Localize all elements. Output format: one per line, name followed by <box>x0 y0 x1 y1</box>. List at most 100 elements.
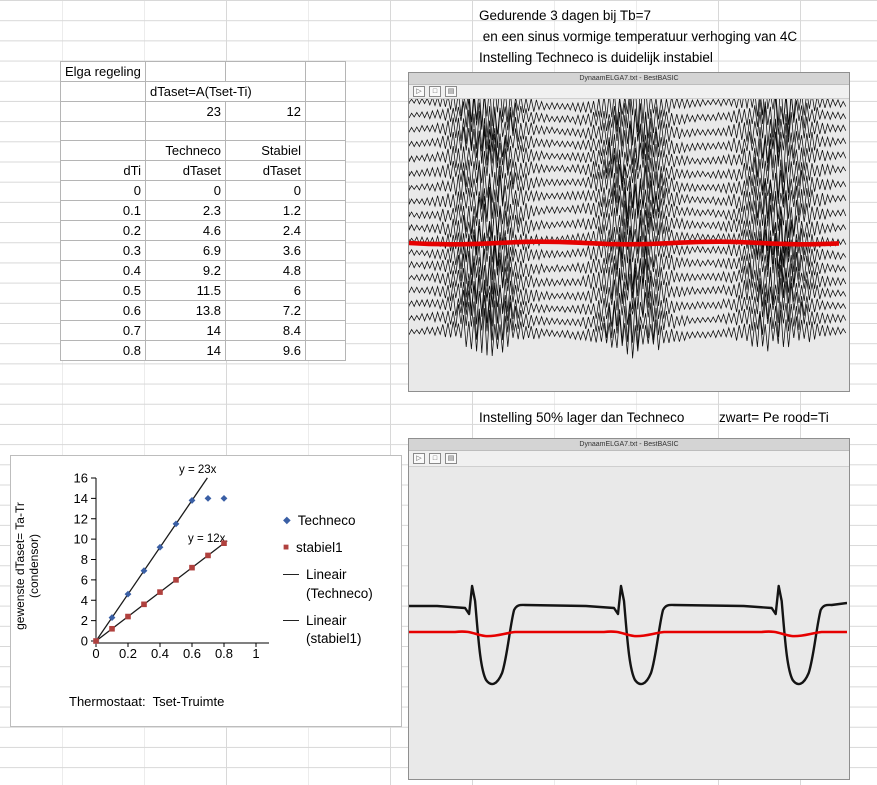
table-cell-group1[interactable]: Techneco <box>145 140 226 162</box>
chart-x-axis-title: Thermostaat: Tset-Truimte <box>69 694 225 709</box>
table-cell[interactable] <box>225 61 306 82</box>
svg-text:0: 0 <box>81 634 88 649</box>
chart-legend: ◆ Techneco ■ stabiel1 Lineair (Techneco)… <box>283 512 383 648</box>
table-cell[interactable] <box>305 280 346 302</box>
table-cell[interactable]: 6 <box>225 280 306 302</box>
table-cell[interactable]: 14 <box>145 340 226 362</box>
table-row: dTi dTaset dTaset <box>60 160 346 182</box>
table-cell[interactable] <box>305 320 346 342</box>
table-cell-h-dtaset2[interactable]: dTaset <box>225 160 306 182</box>
table-cell[interactable]: Elga regeling <box>60 61 146 82</box>
table-cell[interactable] <box>305 240 346 262</box>
table-cell[interactable] <box>145 61 226 82</box>
table-cell[interactable]: 0 <box>145 180 226 202</box>
legend-item-techneco[interactable]: ◆ Techneco <box>283 512 383 530</box>
table-row: Elga regeling <box>60 61 346 82</box>
table-cell[interactable]: 9.6 <box>225 340 306 362</box>
table-cell[interactable]: 7.2 <box>225 300 306 322</box>
table-cell[interactable]: 6.9 <box>145 240 226 262</box>
svg-text:y = 12x: y = 12x <box>188 533 226 545</box>
table-cell[interactable]: 2.4 <box>225 220 306 242</box>
table-cell[interactable]: 0 <box>60 180 146 202</box>
svg-text:10: 10 <box>74 532 88 547</box>
table-cell[interactable] <box>305 300 346 322</box>
table-cell-coef-techneco[interactable]: 23 <box>145 101 226 122</box>
table-cell[interactable] <box>305 160 346 182</box>
svg-text:0.4: 0.4 <box>151 646 169 661</box>
table-cell[interactable]: 0.2 <box>60 220 146 242</box>
table-cell[interactable] <box>305 220 346 242</box>
note-unstable: Instelling Techneco is duidelijk instabi… <box>479 50 713 65</box>
table-cell[interactable] <box>60 120 146 142</box>
chart-y-axis-title: gewenste dTaset= Ta-Tr (condensor) <box>13 502 41 630</box>
table-cell[interactable] <box>225 120 306 142</box>
svg-text:6: 6 <box>81 572 88 587</box>
table-cell[interactable] <box>305 81 346 102</box>
table-cell[interactable]: 0 <box>225 180 306 202</box>
table-cell[interactable]: 14 <box>145 320 226 342</box>
diamond-marker-icon: ◆ <box>283 515 291 526</box>
table-cell[interactable]: 4.6 <box>145 220 226 242</box>
window-title: DynaamELGA7.txt - BestBASIC <box>579 75 679 82</box>
table-cell[interactable]: 0.6 <box>60 300 146 322</box>
window-title: DynaamELGA7.txt - BestBASIC <box>579 441 679 448</box>
list-icon[interactable]: ▤ <box>445 86 457 97</box>
table-cell[interactable] <box>305 180 346 202</box>
table-cell[interactable] <box>305 101 346 122</box>
excel-chart[interactable]: 0 2 4 6 8 10 12 14 16 0 0.2 0.4 0.6 0.8 1 y = 23x y = 12… <box>10 455 402 727</box>
legend-label: Lineair (stabiel1) <box>306 612 362 647</box>
window-toolbar: ▷ □ ▤ <box>409 451 849 467</box>
legend-item-lineair-techneco[interactable]: Lineair (Techneco) <box>283 566 383 602</box>
svg-text:8: 8 <box>81 552 88 567</box>
table-cell[interactable] <box>60 81 146 102</box>
table-cell[interactable]: 1.2 <box>225 200 306 222</box>
table-cell[interactable]: 2.3 <box>145 200 226 222</box>
table-cell-h-dtaset1[interactable]: dTaset <box>145 160 226 182</box>
table-cell[interactable] <box>305 120 346 142</box>
run-icon[interactable]: ▷ <box>413 86 425 97</box>
stop-icon[interactable]: □ <box>429 453 441 464</box>
svg-text:0.6: 0.6 <box>183 646 201 661</box>
table-cell[interactable]: 3.6 <box>225 240 306 262</box>
table-row: Techneco Stabiel <box>60 140 346 162</box>
table-cell-group2[interactable]: Stabiel <box>225 140 306 162</box>
table-cell[interactable]: 11.5 <box>145 280 226 302</box>
legend-item-lineair-stabiel1[interactable]: Lineair (stabiel1) <box>283 612 383 648</box>
table-cell-h-dti[interactable]: dTi <box>60 160 146 182</box>
window-titlebar[interactable]: DynaamELGA7.txt - BestBASIC <box>409 73 849 85</box>
note-colorkey: zwart= Pe rood=Ti <box>719 410 829 425</box>
window-titlebar[interactable]: DynaamELGA7.txt - BestBASIC <box>409 439 849 451</box>
table-cell[interactable] <box>305 140 346 162</box>
run-icon[interactable]: ▷ <box>413 453 425 464</box>
legend-item-stabiel1[interactable]: ■ stabiel1 <box>283 539 383 557</box>
table-cell[interactable] <box>145 120 226 142</box>
table-cell[interactable] <box>305 200 346 222</box>
table-cell[interactable] <box>60 101 146 122</box>
elga-table[interactable]: Elga regeling dTaset=A(Tset-Ti) 23 12 Te… <box>60 61 346 362</box>
table-cell[interactable]: 0.3 <box>60 240 146 262</box>
legend-label: stabiel1 <box>296 540 343 556</box>
table-cell[interactable] <box>305 260 346 282</box>
table-cell[interactable]: 8.4 <box>225 320 306 342</box>
svg-text:14: 14 <box>74 491 88 506</box>
table-cell[interactable]: 0.5 <box>60 280 146 302</box>
table-cell[interactable] <box>60 140 146 162</box>
table-cell[interactable]: 0.8 <box>60 340 146 362</box>
table-cell[interactable]: 0.7 <box>60 320 146 342</box>
table-cell[interactable]: 9.2 <box>145 260 226 282</box>
table-cell[interactable] <box>305 61 346 82</box>
table-cell-coef-stabiel[interactable]: 12 <box>225 101 306 122</box>
table-cell[interactable]: 0.4 <box>60 260 146 282</box>
basic-window-stable: DynaamELGA7.txt - BestBASIC ▷ □ ▤ <box>408 438 850 780</box>
table-cell[interactable]: 13.8 <box>145 300 226 322</box>
table-cell-formula[interactable]: dTaset=A(Tset-Ti) <box>145 81 306 102</box>
simulation-plot-stable <box>409 467 847 778</box>
table-cell[interactable]: 4.8 <box>225 260 306 282</box>
table-cell[interactable] <box>305 340 346 362</box>
stop-icon[interactable]: □ <box>429 86 441 97</box>
line-marker-icon <box>283 574 299 576</box>
table-row: dTaset=A(Tset-Ti) <box>60 81 346 102</box>
table-cell[interactable]: 0.1 <box>60 200 146 222</box>
list-icon[interactable]: ▤ <box>445 453 457 464</box>
